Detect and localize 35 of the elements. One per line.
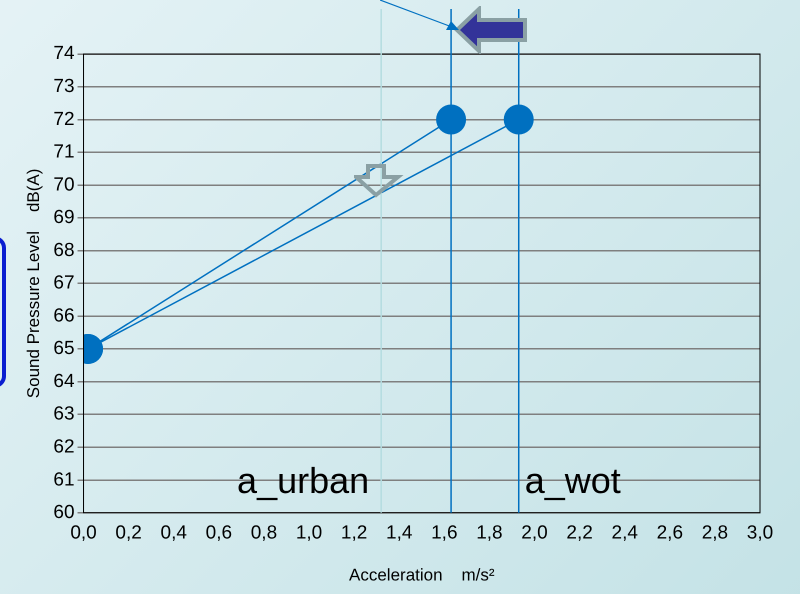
y-tick-label: 68 [53, 240, 75, 261]
y-tick-label: 71 [53, 142, 75, 163]
x-tick-label: 0,8 [250, 522, 278, 544]
y-tick-label: 61 [53, 469, 75, 490]
y-tick-label: 66 [53, 305, 75, 326]
y-tick-label: 65 [53, 338, 75, 360]
x-tick-label: 1,4 [386, 522, 413, 544]
x-tick-label: 2,0 [521, 522, 548, 544]
y-tick-label: 63 [53, 404, 75, 425]
y-tick-label: 60 [53, 502, 75, 524]
x-tick-label: 0,2 [115, 522, 142, 544]
y-tick-label: 70 [53, 174, 75, 196]
y-tick-label: 64 [53, 370, 75, 392]
y-tick-label: 69 [53, 207, 75, 228]
x-tick-label: 3,0 [746, 522, 774, 544]
y-axis-title: Sound Pressure Level dB(A) [24, 168, 43, 398]
ref-line-label: a_wot [524, 460, 621, 501]
ref-line-label: a_urban [237, 460, 370, 501]
x-tick-label: 2,8 [702, 522, 728, 544]
x-tick-label: 0,4 [160, 522, 188, 544]
x-tick-label: 1,6 [431, 522, 458, 544]
x-tick-label: 2,2 [566, 522, 593, 544]
y-tick-label: 73 [53, 76, 75, 98]
x-tick-label: 1,2 [340, 522, 368, 544]
x-axis-title: Acceleration m/s² [349, 565, 495, 584]
x-tick-label: 2,4 [611, 522, 638, 544]
y-tick-label: 74 [53, 43, 75, 64]
y-tick-label: 72 [53, 108, 75, 130]
x-tick-label: 1,8 [476, 522, 503, 544]
x-tick-label: 0,6 [206, 522, 232, 544]
y-tick-label: 67 [53, 272, 75, 294]
x-tick-label: 2,6 [656, 522, 684, 544]
x-tick-label: 0,0 [70, 522, 97, 544]
y-tick-label: 62 [53, 436, 75, 458]
x-tick-label: 1,0 [296, 522, 322, 544]
